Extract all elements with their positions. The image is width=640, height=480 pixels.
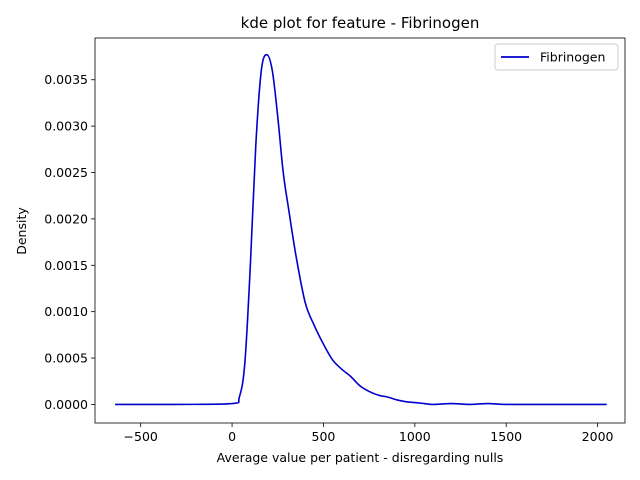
legend: Fibrinogen (494, 43, 619, 71)
y-tick-label: 0.0025 (44, 165, 88, 180)
plot-area (115, 53, 607, 406)
x-axis-ticks: −500 0 500 1000 1500 2000 (124, 423, 614, 444)
legend-box (494, 43, 619, 71)
axes-frame (94, 37, 626, 424)
x-tick-label: 500 (312, 429, 336, 444)
legend-label: Fibrinogen (540, 50, 605, 65)
y-tick-label: 0.0005 (44, 351, 88, 366)
x-tick-label: 2000 (582, 429, 614, 444)
y-tick-label: 0.0035 (44, 72, 88, 87)
y-tick-label: 0.0010 (44, 304, 88, 319)
y-axis-label: Density (14, 207, 29, 255)
x-tick-label: 0 (228, 429, 236, 444)
x-axis-label: Average value per patient - disregarding… (217, 450, 504, 465)
y-tick-label: 0.0000 (44, 397, 88, 412)
chart-title: kde plot for feature - Fibrinogen (241, 14, 480, 32)
series-line-fibrinogen (115, 53, 607, 406)
x-tick-label: 1500 (490, 429, 522, 444)
y-axis-ticks: 0.0000 0.0005 0.0010 0.0015 0.0020 0.0025 0.00… (44, 72, 95, 412)
x-tick-label: 1000 (399, 429, 431, 444)
x-tick-label: −500 (124, 429, 158, 444)
y-tick-label: 0.0015 (44, 258, 88, 273)
y-tick-label: 0.0030 (44, 119, 88, 134)
y-tick-label: 0.0020 (44, 211, 88, 226)
